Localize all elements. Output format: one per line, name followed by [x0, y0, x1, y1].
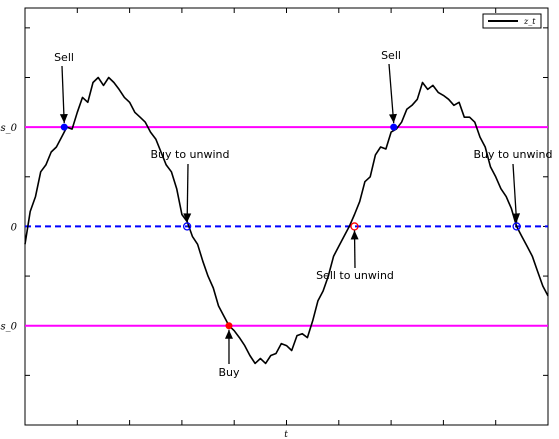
annotation-arrow-shaft	[186, 163, 189, 223]
annotation-label: Sell	[54, 51, 74, 64]
annotation-arrow-head	[512, 213, 521, 223]
trade-markers	[60, 123, 521, 330]
annotation-arrow-shaft	[512, 163, 518, 223]
y-tick-label: s_0	[1, 123, 18, 134]
y-tick-label: −s_0	[0, 322, 18, 333]
annotation-label: Buy to unwind	[473, 148, 552, 161]
annotations: Sell Buy to unwind Buy Sell to unwind Sell Bu…	[54, 49, 552, 379]
plot-frame	[24, 7, 549, 426]
annotation-arrow-shaft	[388, 63, 395, 124]
legend-label: z_t	[523, 17, 536, 26]
annotation-arrow-head	[389, 113, 397, 124]
trade-marker	[390, 123, 398, 131]
series-layer	[24, 76, 549, 365]
trade-marker	[60, 123, 68, 131]
annotation-label: Sell to unwind	[316, 269, 394, 282]
annotation-label: Buy	[218, 366, 240, 379]
annotation-label: Sell	[381, 49, 401, 62]
series-line-z-t	[24, 76, 549, 365]
annotation-arrow-head	[350, 230, 359, 240]
y-tick-label: 0	[11, 222, 18, 233]
annotation-arrow-head	[59, 113, 68, 124]
trade-marker	[182, 222, 192, 231]
trade-marker	[225, 322, 233, 330]
legend: z_t	[482, 13, 542, 29]
threshold-lines	[25, 126, 548, 327]
annotation-label: Buy to unwind	[150, 148, 229, 161]
annotation-arrow-head	[224, 329, 233, 339]
trade-marker	[350, 222, 359, 231]
x-axis-label: t	[284, 430, 288, 439]
annotation-arrow-head	[183, 213, 192, 223]
trade-marker	[512, 222, 521, 231]
annotation-arrow-shaft	[61, 65, 65, 124]
